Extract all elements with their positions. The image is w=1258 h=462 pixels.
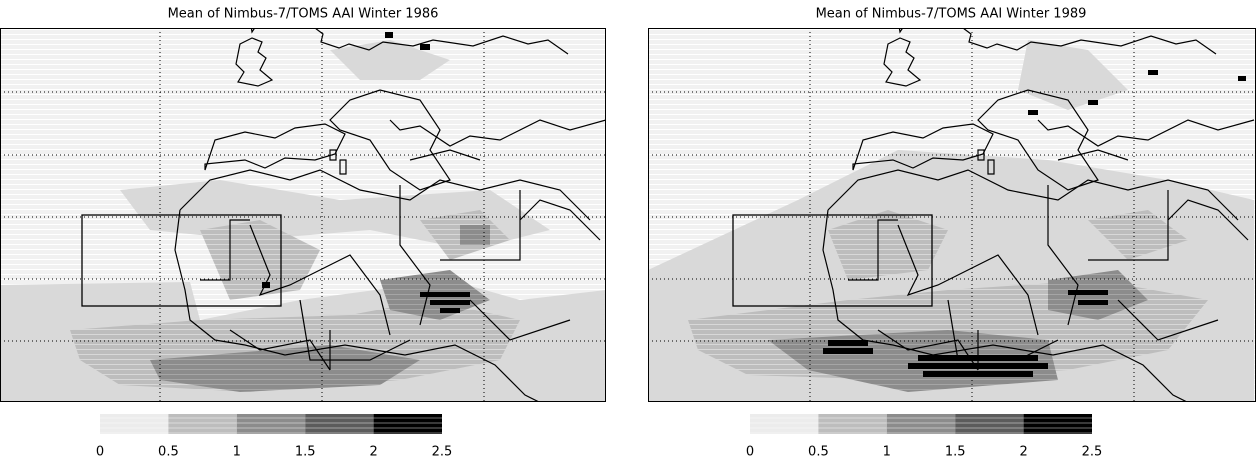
colorbar-swatch — [168, 414, 237, 434]
colorbar-tick-label: 1 — [233, 445, 241, 460]
map-panel: Mean of Nimbus-7/TOMS AAI Winter 1986 0 0… — [0, 7, 606, 460]
colorbar-swatch — [305, 414, 374, 434]
colorbar-swatch — [1023, 414, 1092, 434]
map-panel: Mean of Nimbus-7/TOMS AAI Winter 1989 0 0… — [648, 7, 1256, 460]
colorbar-swatch — [750, 414, 819, 434]
colorbar-tick-label: 2.5 — [432, 445, 453, 460]
colorbar-swatch — [236, 414, 306, 434]
colorbar-swatch — [955, 414, 1024, 434]
colorbar-tick-label: 1 — [883, 445, 891, 460]
colorbar-swatch — [818, 414, 887, 434]
map — [648, 28, 1256, 402]
colorbar-tick-label: 2 — [369, 445, 377, 460]
colorbar-tick-label: 0 — [96, 445, 104, 460]
colorbar-swatch — [100, 414, 169, 434]
colorbar-tick-label: 1.5 — [945, 445, 966, 460]
map-title: Mean of Nimbus-7/TOMS AAI Winter 1986 — [168, 7, 439, 22]
colorbar-tick-label: 2.5 — [1082, 445, 1103, 460]
colorbar-tick-label: 0 — [746, 445, 754, 460]
colorbar-swatch — [373, 414, 442, 434]
map — [0, 28, 606, 402]
colorbar-tick-label: 2 — [1019, 445, 1027, 460]
colorbar-tick-label: 0.5 — [808, 445, 829, 460]
colorbar-tick-label: 1.5 — [295, 445, 316, 460]
colorbar-swatch — [886, 414, 956, 434]
colorbar-tick-label: 0.5 — [158, 445, 179, 460]
map-title: Mean of Nimbus-7/TOMS AAI Winter 1989 — [816, 7, 1087, 22]
